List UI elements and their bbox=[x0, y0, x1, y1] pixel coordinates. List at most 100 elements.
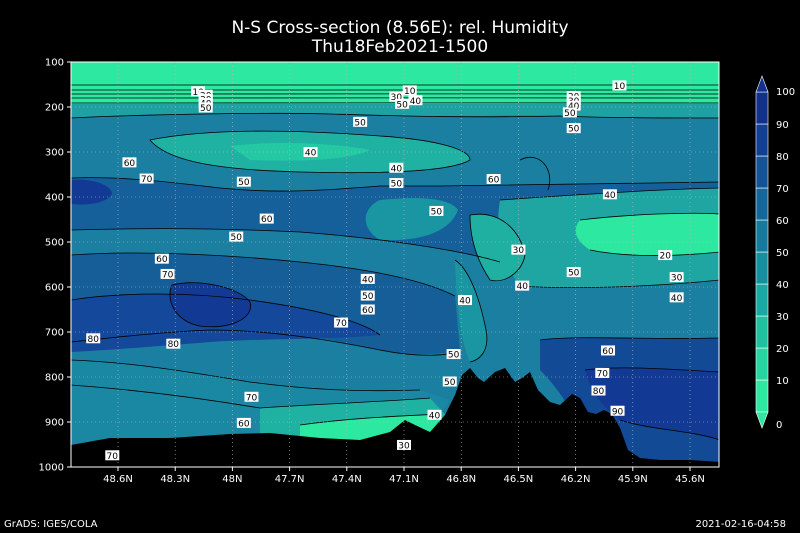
contour-label-bg bbox=[610, 405, 625, 416]
contour-label: 60 bbox=[156, 255, 168, 265]
contour-label-bg bbox=[658, 250, 673, 261]
colorbar-label: 70 bbox=[776, 184, 789, 195]
contour-label-bg bbox=[154, 253, 169, 264]
contour-label: 70 bbox=[335, 319, 347, 329]
contour-label-bg bbox=[446, 349, 461, 360]
x-tick-label: 48.6N bbox=[103, 474, 133, 485]
contour-label: 50 bbox=[431, 207, 443, 217]
contour-label: 60 bbox=[238, 419, 250, 429]
contour-label-bg bbox=[105, 450, 120, 461]
y-axis: 100 200 300 400 500 600 700 800 900 1000 bbox=[39, 58, 71, 474]
contour-label: 50 bbox=[564, 109, 576, 119]
contour-label: 40 bbox=[604, 191, 616, 201]
zone-darkest-upper-left bbox=[71, 179, 112, 205]
chart-title: N-S Cross-section (8.56E): rel. Humidity bbox=[231, 18, 569, 38]
y-tick-label: 100 bbox=[45, 58, 64, 69]
grid-lines bbox=[71, 62, 719, 467]
contour-label-bg bbox=[236, 176, 251, 187]
contour-label-bg bbox=[669, 272, 684, 283]
contour-label-bg bbox=[595, 367, 610, 378]
colorbar-segment bbox=[755, 155, 769, 189]
contour-label-bg bbox=[236, 417, 251, 428]
y-tick-label: 700 bbox=[45, 328, 64, 339]
contour-label-bg bbox=[566, 123, 581, 134]
contour-label-bg bbox=[602, 189, 617, 200]
footer-left: GrADS: IGES/COLA bbox=[4, 519, 98, 530]
colorbar-label: 80 bbox=[776, 152, 789, 163]
x-tick-label: 48.3N bbox=[160, 474, 190, 485]
contour-label: 80 bbox=[87, 335, 99, 345]
contour-labels: 1020304050103040502030401050405050607050… bbox=[86, 80, 684, 462]
colorbar-bottom-arrow bbox=[755, 411, 769, 429]
contour-label: 10 bbox=[192, 88, 204, 98]
contour-label: 40 bbox=[516, 282, 528, 292]
zone-darkest-left bbox=[169, 282, 251, 327]
contour-label-bg bbox=[303, 147, 318, 157]
contour-label: 40 bbox=[568, 102, 580, 112]
contour-label: 70 bbox=[141, 175, 153, 185]
contour-label: 60 bbox=[602, 347, 614, 357]
x-tick-label: 45.9N bbox=[618, 474, 648, 485]
colorbar-segment bbox=[755, 379, 769, 413]
contour-label-bg bbox=[395, 98, 410, 109]
colorbar-segment bbox=[755, 251, 769, 285]
colorbar-segment bbox=[755, 219, 769, 253]
y-tick-label: 500 bbox=[45, 238, 64, 249]
contour-label: 10 bbox=[614, 82, 626, 92]
contour-label: 40 bbox=[429, 411, 441, 421]
contour-label: 40 bbox=[459, 297, 471, 307]
contour-label-bg bbox=[122, 157, 137, 168]
contour-label: 50 bbox=[444, 378, 456, 388]
contour-label-bg bbox=[360, 290, 375, 301]
contour-label-bg bbox=[360, 273, 375, 284]
contour-label-bg bbox=[334, 317, 349, 328]
contour-label: 20 bbox=[659, 252, 671, 262]
contour-label: 80 bbox=[168, 340, 180, 350]
contour-label-bg bbox=[160, 268, 175, 279]
contour-label: 50 bbox=[396, 100, 408, 110]
x-axis: 48.6N 48.3N 48N 47.7N 47.4N 47.1N 46.8N 46.5N 46… bbox=[103, 467, 705, 485]
contour-label-bg bbox=[408, 95, 423, 106]
contour-label: 50 bbox=[362, 292, 374, 302]
contour-label: 70 bbox=[597, 369, 609, 379]
contour-label: 60 bbox=[124, 159, 136, 169]
contour-label-bg bbox=[389, 178, 404, 189]
colorbar-label: 0 bbox=[776, 420, 782, 431]
contour-label: 30 bbox=[671, 274, 683, 284]
contour-label: 40 bbox=[671, 294, 683, 304]
contour-label: 40 bbox=[410, 97, 422, 107]
contour-label: 50 bbox=[354, 118, 366, 128]
x-tick-label: 46.5N bbox=[504, 474, 534, 485]
zone-darkest-right bbox=[585, 367, 719, 440]
contour-label: 70 bbox=[246, 393, 258, 403]
contour-label-bg bbox=[389, 162, 404, 173]
contour-label-bg bbox=[566, 100, 581, 111]
contour-label-bg bbox=[402, 85, 417, 96]
contour-label-bg bbox=[244, 391, 259, 402]
colorbar-segment bbox=[755, 283, 769, 317]
contour-label-bg bbox=[360, 304, 375, 315]
y-tick-label: 300 bbox=[45, 148, 64, 159]
contour-label-bg bbox=[389, 91, 404, 102]
contour-label-bg bbox=[442, 376, 457, 387]
x-tick-label: 47.7N bbox=[275, 474, 305, 485]
colorbar-label: 50 bbox=[776, 248, 789, 259]
contour-label: 50 bbox=[391, 180, 403, 190]
y-tick-label: 1000 bbox=[39, 463, 64, 474]
zone-dry-top bbox=[71, 62, 719, 104]
colorbar-segment bbox=[755, 347, 769, 381]
footer-right: 2021-02-16-04:58 bbox=[695, 519, 786, 530]
y-tick-label: 400 bbox=[45, 193, 64, 204]
colorbar-label: 100 bbox=[776, 87, 795, 98]
contour-label-bg bbox=[612, 80, 627, 91]
contour-label: 70 bbox=[162, 270, 174, 280]
colorbar-segment bbox=[755, 187, 769, 221]
contour-label-bg bbox=[198, 102, 213, 113]
y-tick-label: 600 bbox=[45, 283, 64, 294]
colorbar-label: 90 bbox=[776, 120, 789, 131]
contour-label: 40 bbox=[305, 149, 317, 159]
contour-label: 50 bbox=[200, 104, 212, 114]
contour-label-bg bbox=[86, 333, 101, 344]
contour-label: 60 bbox=[488, 176, 500, 186]
